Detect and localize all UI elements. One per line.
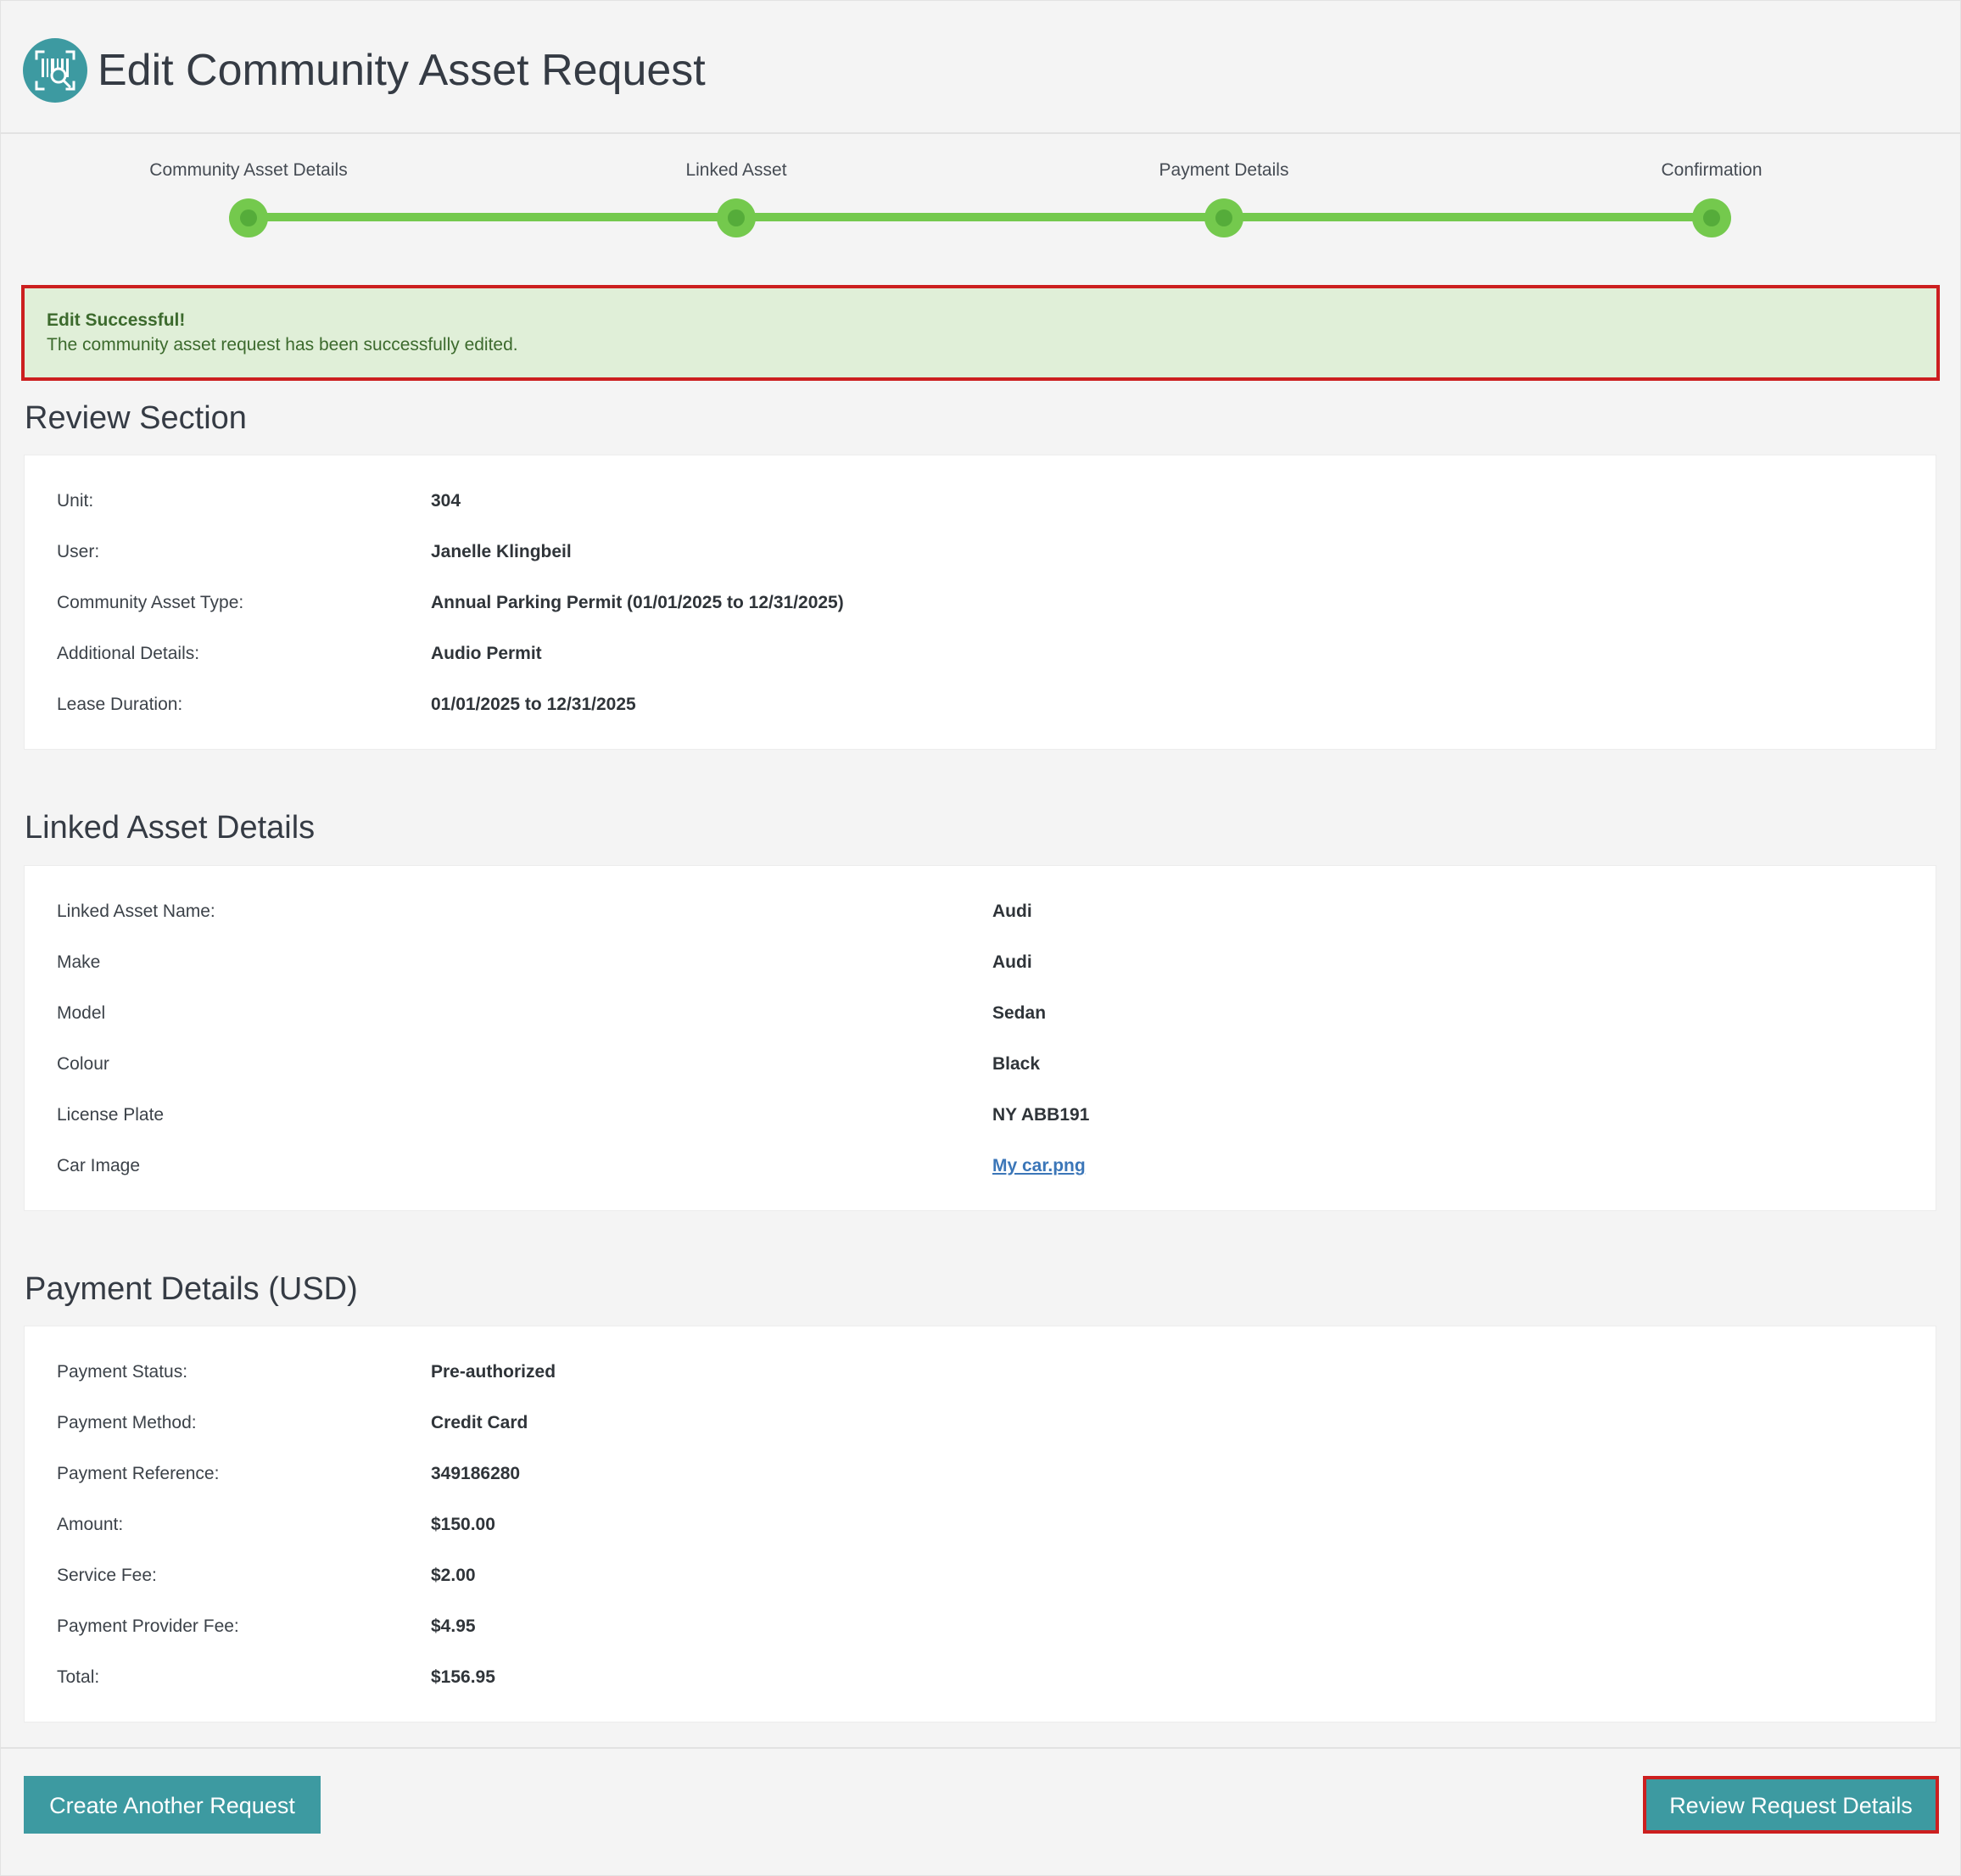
step-community-asset-details[interactable]: Community Asset Details [79,136,418,237]
field-value: Pre-authorized [431,1362,556,1382]
field-value: $156.95 [431,1667,495,1687]
review-section-panel: Unit: 304 User: Janelle Klingbeil Commun… [24,455,1936,750]
field-label: Payment Method: [57,1413,197,1432]
barcode-scan-icon [23,38,87,103]
field-value: 349186280 [431,1464,521,1483]
field-label: Amount: [57,1515,124,1534]
step-label: Payment Details [1159,160,1289,180]
payment-row-service-fee: Service Fee: $2.00 [57,1559,1906,1593]
field-value: $2.00 [431,1566,476,1585]
stepper-progress-line [249,213,1712,221]
field-label: Colour [57,1054,109,1074]
payment-panel: Payment Status: Pre-authorized Payment M… [24,1326,1936,1722]
step-complete-dot [1692,198,1731,237]
review-row-asset-type: Community Asset Type: Annual Parking Per… [57,586,1906,620]
field-label: Payment Provider Fee: [57,1616,239,1636]
review-row-lease-duration: Lease Duration: 01/01/2025 to 12/31/2025 [57,688,1906,722]
field-label: Additional Details: [57,644,200,663]
payment-section-title: Payment Details (USD) [25,1271,358,1307]
field-label: Linked Asset Name: [57,902,215,921]
field-value: 304 [431,491,461,511]
field-value: NY ABB191 [992,1105,1090,1125]
field-value: $4.95 [431,1616,476,1636]
review-request-details-button[interactable]: Review Request Details [1643,1776,1939,1834]
linked-row-model: Model Sedan [57,997,1906,1030]
field-value: Audi [992,952,1032,972]
field-value: $150.00 [431,1515,495,1534]
payment-row-total: Total: $156.95 [57,1661,1906,1695]
field-value: Janelle Klingbeil [431,542,572,561]
step-complete-dot [229,198,268,237]
field-label: Make [57,952,101,972]
review-row-user: User: Janelle Klingbeil [57,535,1906,569]
review-row-unit: Unit: 304 [57,484,1906,518]
alert-message: The community asset request has been suc… [47,335,518,355]
payment-row-status: Payment Status: Pre-authorized [57,1355,1906,1389]
step-label: Community Asset Details [149,160,348,180]
linked-row-license-plate: License Plate NY ABB191 [57,1098,1906,1132]
page-title: Edit Community Asset Request [98,46,706,95]
step-label: Linked Asset [685,160,787,180]
success-alert: Edit Successful! The community asset req… [21,285,1940,381]
linked-row-car-image: Car Image My car.png [57,1149,1906,1183]
field-value: Sedan [992,1003,1047,1023]
linked-asset-panel: Linked Asset Name: Audi Make Audi Model … [24,865,1936,1211]
field-value: Credit Card [431,1413,528,1432]
field-label: Payment Reference: [57,1464,220,1483]
field-label: Unit: [57,491,94,511]
review-section-title: Review Section [25,400,247,436]
field-label: Payment Status: [57,1362,188,1382]
field-label: Service Fee: [57,1566,157,1585]
field-value: Annual Parking Permit (01/01/2025 to 12/… [431,593,844,612]
car-image-link[interactable]: My car.png [992,1156,1086,1175]
field-value: Black [992,1054,1041,1074]
alert-title: Edit Successful! [47,310,186,330]
payment-row-reference: Payment Reference: 349186280 [57,1457,1906,1491]
linked-row-name: Linked Asset Name: Audi [57,895,1906,929]
review-row-additional-details: Additional Details: Audio Permit [57,637,1906,671]
linked-asset-section-title: Linked Asset Details [25,810,316,846]
field-label: Community Asset Type: [57,593,244,612]
progress-stepper: Community Asset Details Linked Asset Pay… [0,136,1961,271]
field-label: License Plate [57,1105,165,1125]
field-label: Lease Duration: [57,695,183,714]
field-label: Total: [57,1667,100,1687]
create-another-request-button[interactable]: Create Another Request [24,1776,321,1834]
field-label: User: [57,542,100,561]
step-confirmation[interactable]: Confirmation [1542,136,1881,237]
payment-row-method: Payment Method: Credit Card [57,1406,1906,1440]
field-value: Audi [992,902,1032,921]
field-label: Car Image [57,1156,141,1175]
linked-row-colour: Colour Black [57,1047,1906,1081]
step-complete-dot [1204,198,1243,237]
payment-row-amount: Amount: $150.00 [57,1508,1906,1542]
field-label: Model [57,1003,106,1023]
field-value: 01/01/2025 to 12/31/2025 [431,695,636,714]
linked-row-make: Make Audi [57,946,1906,980]
field-value: Audio Permit [431,644,542,663]
step-label: Confirmation [1661,160,1763,180]
page-footer: Create Another Request Review Request De… [0,1747,1961,1876]
payment-row-provider-fee: Payment Provider Fee: $4.95 [57,1610,1906,1644]
step-complete-dot [717,198,756,237]
step-payment-details[interactable]: Payment Details [1054,136,1394,237]
page-header: Edit Community Asset Request [0,0,1961,134]
step-linked-asset[interactable]: Linked Asset [567,136,906,237]
